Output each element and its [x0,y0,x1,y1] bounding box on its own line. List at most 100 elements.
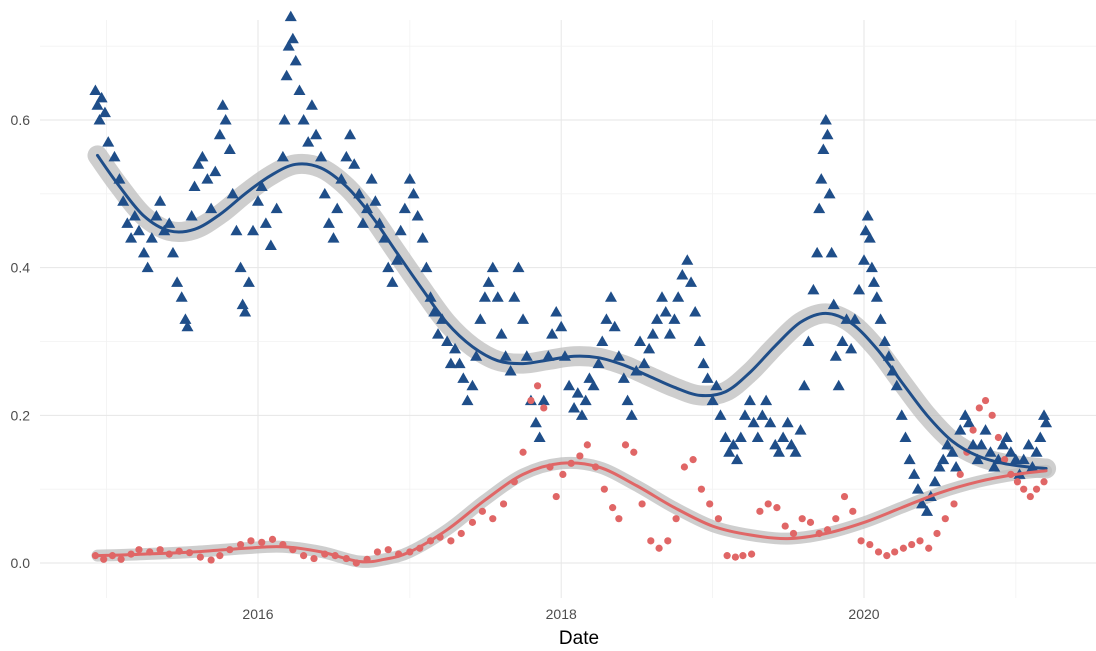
triangle-point [293,84,306,95]
triangle-point [201,173,214,184]
circle-point [196,553,204,561]
circle-point [832,515,840,523]
triangle-point [571,387,584,398]
triangle-point [219,114,232,125]
triangle-point [908,468,921,479]
circle-point [447,537,455,545]
triangle-point [420,261,433,273]
triangle-point [444,357,457,369]
circle-point [925,544,933,552]
triangle-point [205,202,218,214]
circle-point [519,448,527,456]
triangle-point [550,305,563,317]
triangle-point [386,276,399,287]
triangle-point [954,424,967,435]
triangle-point [587,379,600,391]
triangle-point [815,173,828,184]
circle-point [981,396,990,405]
triangle-point [681,254,694,265]
circle-point [1013,478,1022,486]
x-tick-label: 2016 [242,606,273,622]
circle-point [258,538,266,546]
triangle-point [743,394,756,406]
triangle-point [659,305,672,317]
triangle-point [867,276,880,287]
triangle-point [348,158,361,169]
triangle-point [921,505,934,516]
triangle-point [213,128,226,140]
circle-point [781,522,789,530]
triangle-point [555,320,568,332]
triangle-point [656,291,668,302]
triangle-point [407,187,420,199]
series-0-points [89,10,1053,516]
triangle-point [185,209,198,221]
triangle-point [1009,453,1022,465]
circle-point [621,441,630,449]
triangle-point [714,409,727,420]
circle-point [655,544,663,552]
triangle-point [216,99,229,110]
triangle-point [710,379,723,391]
triangle-point [508,291,521,302]
triangle-point [1022,438,1035,450]
circle-point [638,500,646,508]
circle-point [806,518,815,526]
triangle-point [390,254,403,265]
triangle-point [239,305,252,317]
y-tick-label: 0.6 [11,112,31,128]
triangle-point [693,335,706,346]
triangle-point [282,40,295,51]
triangle-point [89,84,102,95]
triangle-point [895,409,908,420]
triangle-point [340,150,353,162]
triangle-point [634,335,647,346]
triangle-point [416,232,429,243]
triangle-point [93,114,106,125]
triangle-point [125,232,138,243]
circle-point [840,492,849,501]
triangle-point [478,291,491,302]
triangle-point [230,224,243,236]
triangle-point [798,379,811,391]
circle-point [969,426,977,434]
triangle-point [255,180,268,191]
triangle-point [132,224,145,236]
triangle-point [252,195,264,206]
circle-point [899,544,908,552]
triangle-point [1030,446,1043,457]
triangle-point [117,195,130,206]
triangle-point [537,394,550,406]
triangle-point [845,342,858,354]
triangle-point [612,350,625,361]
triangle-point [1040,416,1053,428]
circle-point [540,404,548,412]
circle-point [300,552,308,560]
triangle-point [369,195,382,206]
triangle-point [495,328,508,339]
triangle-point [859,224,872,236]
triangle-point [827,298,840,310]
triangle-point [166,246,179,258]
triangle-point [234,261,247,273]
circle-point [559,470,567,478]
triangle-point [777,431,790,442]
y-axis-ticks: 0.0 0.2 0.4 0.6 [11,112,31,571]
triangle-point [365,173,378,184]
circle-point [135,546,143,554]
circle-point [988,411,996,419]
triangle-point [996,438,1009,450]
triangle-point [772,446,785,457]
triangle-point [175,291,188,302]
triangle-point [638,357,651,369]
circle-point [647,537,655,545]
triangle-point [1000,431,1013,442]
triangle-point [870,291,883,302]
triangle-point [289,54,302,66]
circle-point [723,552,731,560]
triangle-point [322,217,335,228]
circle-point [499,500,508,508]
data-points [89,10,1053,567]
triangle-point [760,394,773,406]
